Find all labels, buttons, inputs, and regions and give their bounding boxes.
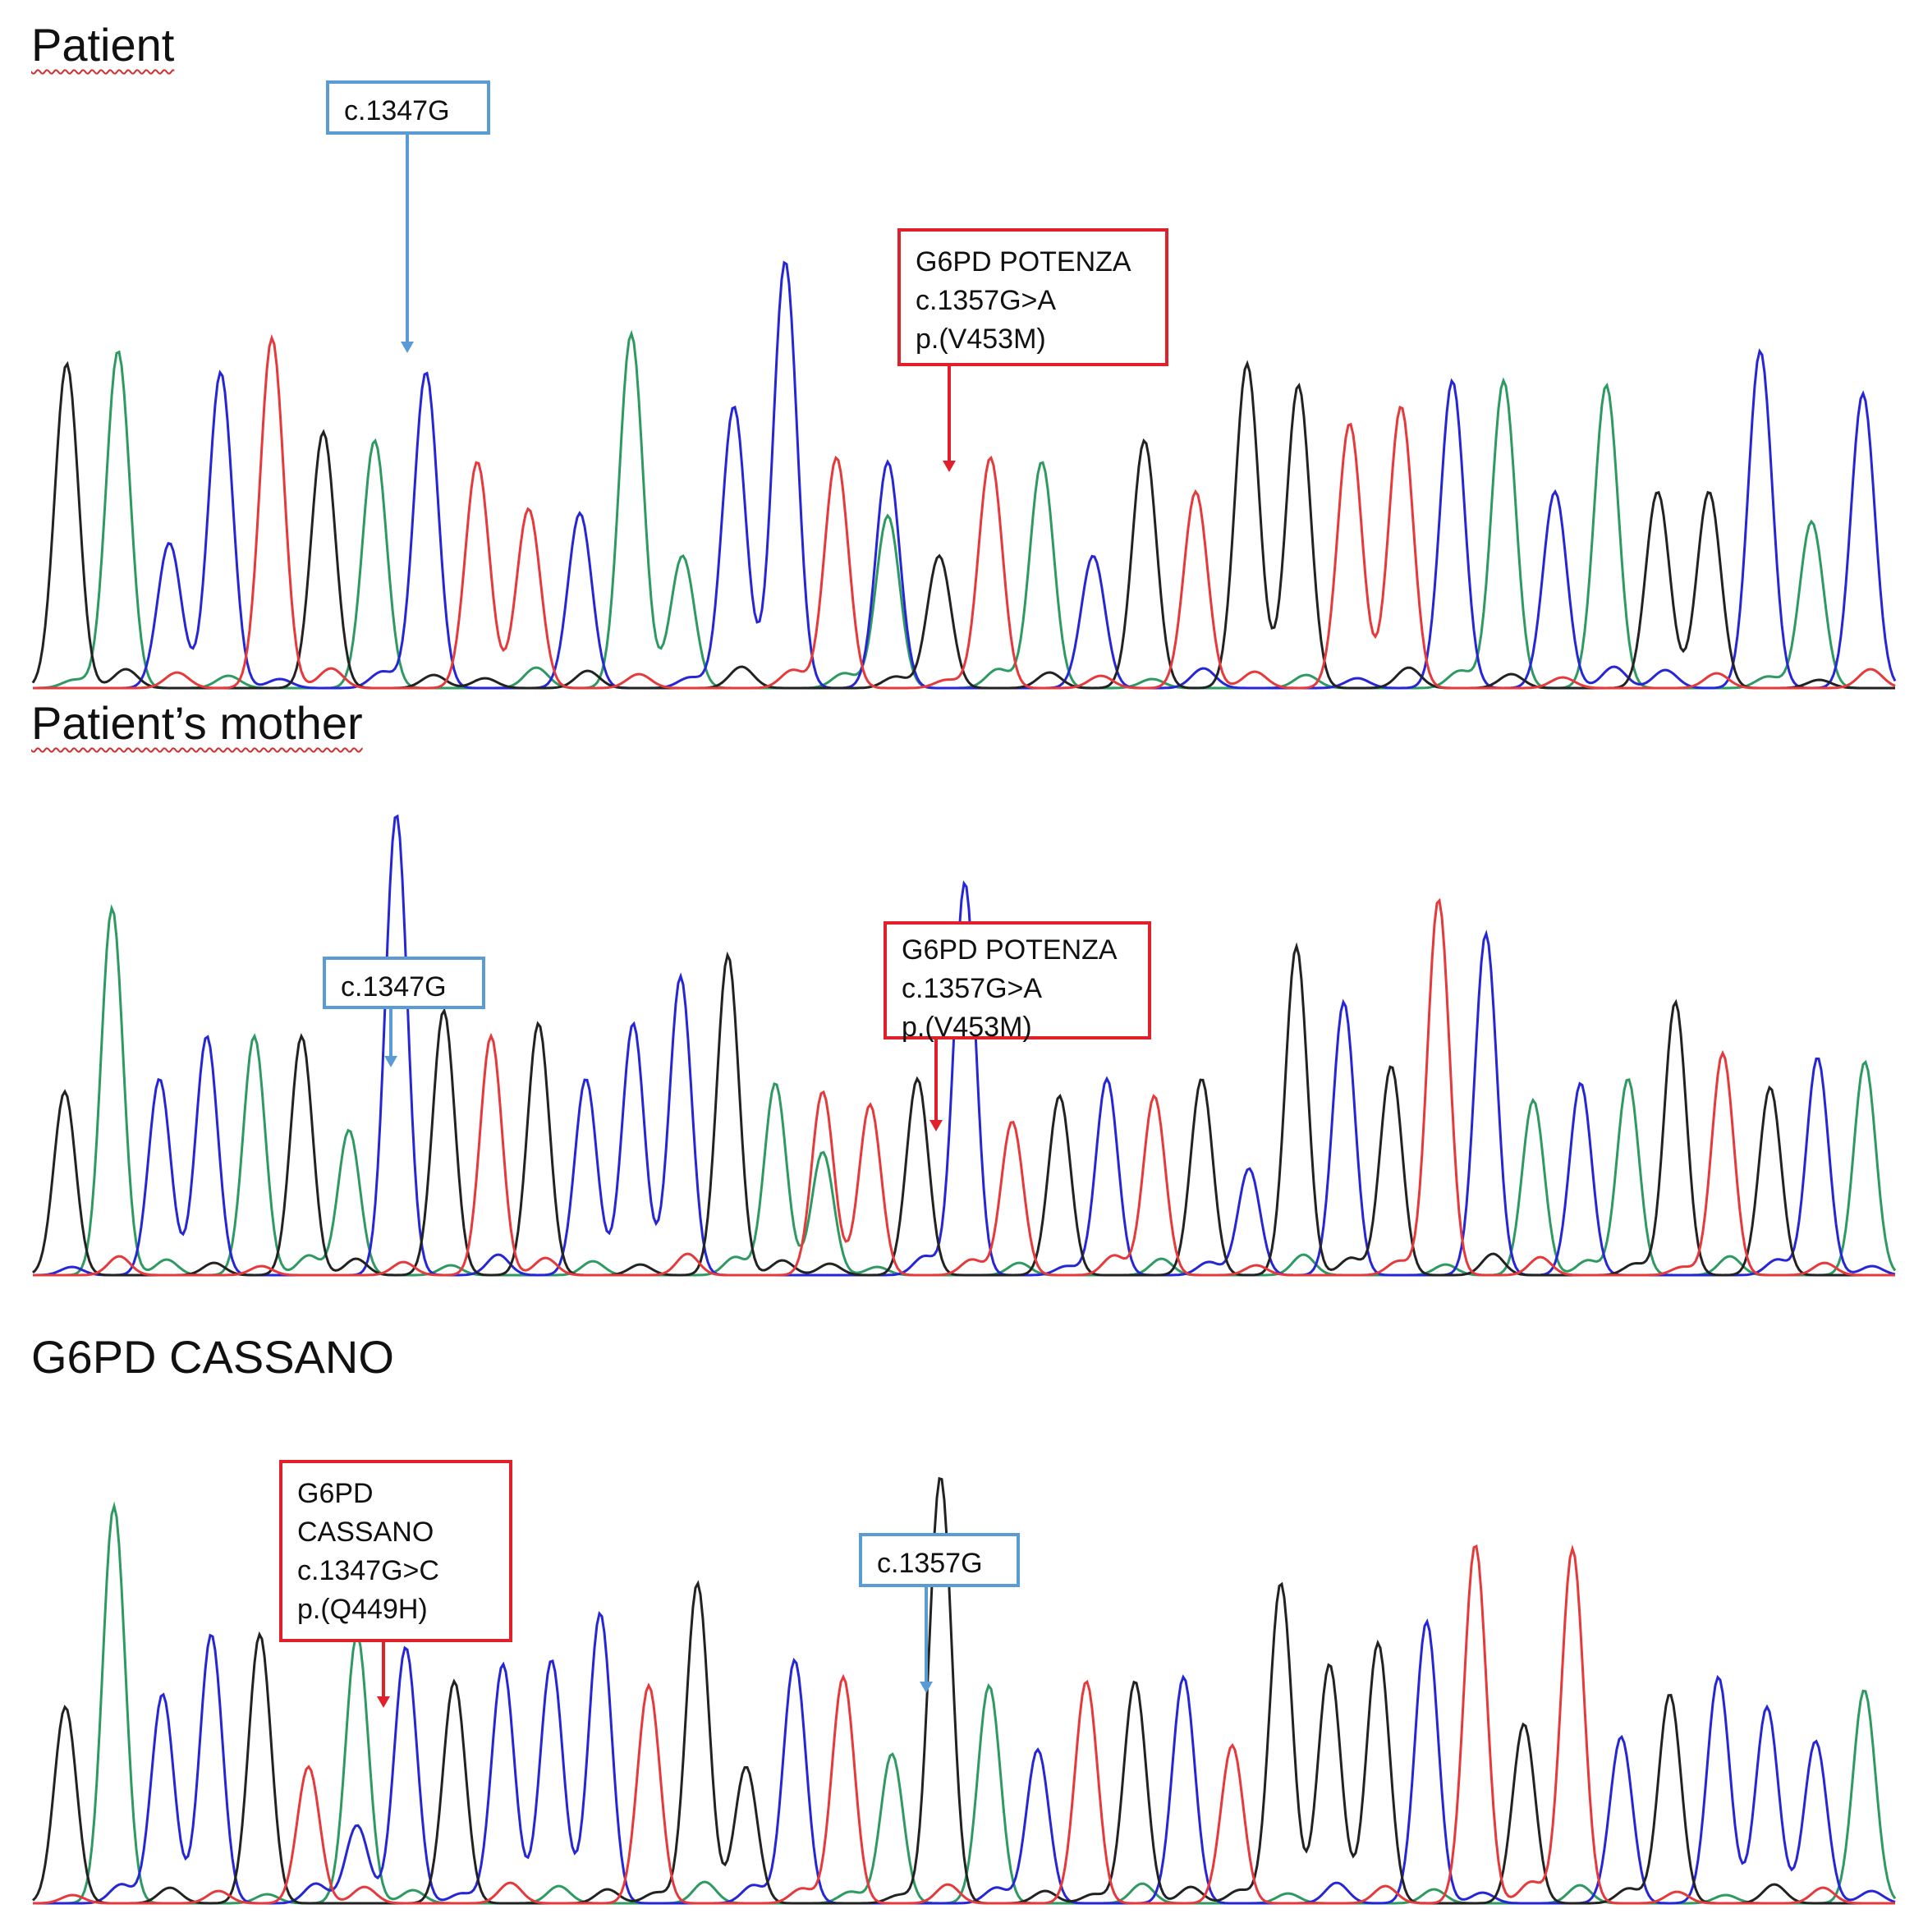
- patient-blue-arrow: [401, 135, 414, 353]
- mother-c1347g-box: c.1347G: [323, 957, 485, 1009]
- box-line: CASSANO: [297, 1516, 434, 1548]
- cassano-red-arrow: [377, 1642, 390, 1708]
- box-line: c.1347G>C: [297, 1554, 439, 1586]
- box-line: c.1357G>A: [902, 972, 1043, 1004]
- box-line: p.(V453M): [902, 1011, 1032, 1043]
- trace-C-panel-1: [33, 260, 1897, 690]
- box-line: c.1347G: [341, 971, 447, 1003]
- trace-G-panel-3: [31, 1476, 1895, 1905]
- box-line: c.1357G: [877, 1548, 983, 1579]
- trace-T-panel-2: [33, 897, 1895, 1277]
- cassano-blue-arrow: [920, 1587, 933, 1693]
- cassano-c1357g-box: c.1357G: [859, 1533, 1020, 1587]
- panel-title-mother: Patient’s mother: [31, 697, 363, 749]
- box-line: G6PD POTENZA: [916, 246, 1131, 278]
- box-line: c.1347G: [344, 95, 450, 126]
- patient-potenza-box: G6PD POTENZA c.1357G>A p.(V453M): [897, 228, 1168, 366]
- trace-G-panel-1: [31, 360, 1895, 690]
- box-line: c.1357G>A: [916, 284, 1057, 316]
- box-line: p.(V453M): [916, 323, 1046, 355]
- mother-red-arrow: [929, 1039, 943, 1131]
- trace-T-panel-1: [33, 334, 1896, 690]
- box-line: G6PD: [297, 1478, 374, 1509]
- panel-title-patient: Patient: [31, 19, 175, 71]
- panel-title-cassano: G6PD CASSANO: [31, 1331, 394, 1383]
- mother-potenza-box: G6PD POTENZA c.1357G>A p.(V453M): [884, 921, 1151, 1043]
- patient-red-arrow: [943, 366, 956, 472]
- box-line: p.(Q449H): [297, 1593, 428, 1625]
- patient-c1347g-box: c.1347G: [326, 80, 490, 135]
- trace-A-panel-3: [33, 1501, 1897, 1905]
- mother-blue-arrow: [384, 1009, 397, 1067]
- cassano-variant-box: G6PD CASSANO c.1347G>C p.(Q449H): [279, 1460, 512, 1642]
- trace-T-panel-3: [33, 1544, 1895, 1905]
- box-line: G6PD POTENZA: [902, 934, 1118, 966]
